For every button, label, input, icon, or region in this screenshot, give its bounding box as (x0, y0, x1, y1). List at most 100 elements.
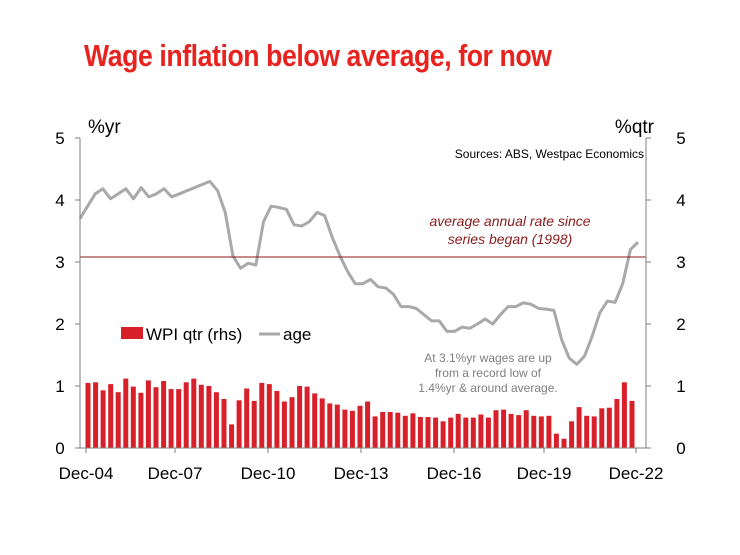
wpi-bar (274, 391, 280, 448)
wpi-bar (448, 417, 454, 448)
wpi-bar (357, 405, 363, 448)
wpi-bar (531, 415, 537, 448)
wpi-bar (198, 384, 204, 448)
wpi-bar (161, 381, 167, 448)
y-tick-label-left: 3 (55, 253, 64, 272)
wpi-bar (387, 412, 393, 448)
x-tick-label: Dec-04 (59, 464, 114, 483)
wpi-bar (463, 417, 469, 448)
legend-bar-swatch (121, 327, 143, 339)
x-tick-label: Dec-19 (517, 464, 572, 483)
wpi-bar (629, 400, 635, 448)
wpi-bar (501, 409, 507, 448)
wpi-bar (319, 398, 325, 448)
wpi-bar (417, 417, 423, 448)
wpi-bar (138, 392, 144, 448)
wpi-bar (546, 415, 552, 448)
legend-line-label: age (283, 325, 311, 344)
annotation-line3: 1.4%yr & around average. (418, 381, 557, 395)
wpi-bar (297, 386, 303, 448)
wpi-bar (380, 412, 386, 448)
wpi-bar (266, 384, 272, 448)
wpi-bar (312, 393, 318, 448)
wpi-bar (289, 397, 295, 448)
x-tick-label: Dec-10 (241, 464, 296, 483)
wpi-bar (236, 400, 242, 448)
wpi-bar (538, 416, 544, 448)
x-tick-labels: Dec-04 Dec-07 Dec-10 Dec-13 Dec-16 Dec-19 Dec-… (59, 464, 664, 483)
y-tick-label-left: 2 (55, 315, 64, 334)
age-line (78, 179, 640, 366)
wpi-bar (425, 417, 431, 448)
wpi-bar (455, 413, 461, 448)
average-label-line1: average annual rate since (429, 213, 590, 229)
wpi-bar (176, 389, 182, 448)
y-tick-label-left: 0 (55, 439, 64, 458)
wpi-bar (493, 410, 499, 448)
average-label-line2: series began (1998) (448, 231, 573, 247)
chart-title: Wage inflation below average, for now (84, 38, 552, 73)
y-tick-label-right: 2 (676, 315, 685, 334)
wpi-bar (523, 410, 529, 448)
wpi-bar (485, 417, 491, 448)
y-tick-label-left: 4 (55, 191, 64, 210)
y-tick-label-right: 5 (676, 129, 685, 148)
annotation-line2: from a record low of (435, 366, 542, 380)
y-tick-label-left: 5 (55, 129, 64, 148)
legend-bar-label: WPI qtr (rhs) (146, 325, 242, 344)
wpi-bar (213, 392, 219, 448)
wpi-bar (606, 407, 612, 448)
right-axis-unit: %qtr (615, 117, 655, 138)
wpi-bar (145, 380, 151, 448)
wpi-bar (191, 378, 197, 448)
wpi-bar (516, 415, 522, 448)
wpi-bar (221, 399, 227, 448)
x-tick-label: Dec-16 (427, 464, 482, 483)
wpi-bar (100, 390, 106, 448)
wpi-bar (591, 416, 597, 448)
wpi-bar (576, 407, 582, 448)
wpi-bar (433, 417, 439, 448)
wpi-bar (508, 413, 514, 448)
annotation-line1: At 3.1%yr wages are up (424, 351, 552, 365)
wpi-bar (281, 401, 287, 448)
wpi-bar (85, 382, 91, 448)
wpi-bar (123, 378, 129, 448)
wpi-bar (410, 413, 416, 448)
wpi-bar (372, 416, 378, 448)
wpi-bar (561, 438, 567, 448)
bar-series (85, 378, 635, 448)
wpi-bar (440, 421, 446, 448)
wpi-bar (553, 433, 559, 448)
wpi-bar (229, 424, 235, 448)
y-tick-label-left: 1 (55, 377, 64, 396)
wpi-bar (365, 401, 371, 448)
wpi-bar (168, 389, 174, 448)
x-tick-label: Dec-07 (148, 464, 203, 483)
wpi-bar (334, 404, 340, 448)
wpi-bar (259, 382, 265, 448)
wpi-bar (342, 409, 348, 448)
wpi-bar (327, 403, 333, 448)
wpi-bar (251, 400, 257, 448)
wpi-bar (183, 382, 189, 448)
y-tick-label-right: 4 (676, 191, 685, 210)
wpi-bar (304, 386, 310, 448)
y-tick-labels: 0 0 1 1 2 2 3 3 4 4 5 5 (55, 129, 685, 458)
wpi-bar (130, 386, 136, 448)
wpi-bar (569, 421, 575, 448)
wpi-bar (584, 415, 590, 448)
y-tick-label-right: 0 (676, 439, 685, 458)
wpi-bar (244, 388, 250, 448)
y-tick-label-right: 3 (676, 253, 685, 272)
x-tick-label: Dec-22 (609, 464, 664, 483)
wpi-bar (93, 382, 99, 448)
wpi-bar (206, 386, 212, 448)
wpi-bar (599, 408, 605, 448)
wpi-bar (115, 392, 121, 448)
y-tick-label-right: 1 (676, 377, 685, 396)
x-tick-label: Dec-13 (334, 464, 389, 483)
wpi-bar (153, 387, 159, 448)
wpi-bar (478, 414, 484, 448)
